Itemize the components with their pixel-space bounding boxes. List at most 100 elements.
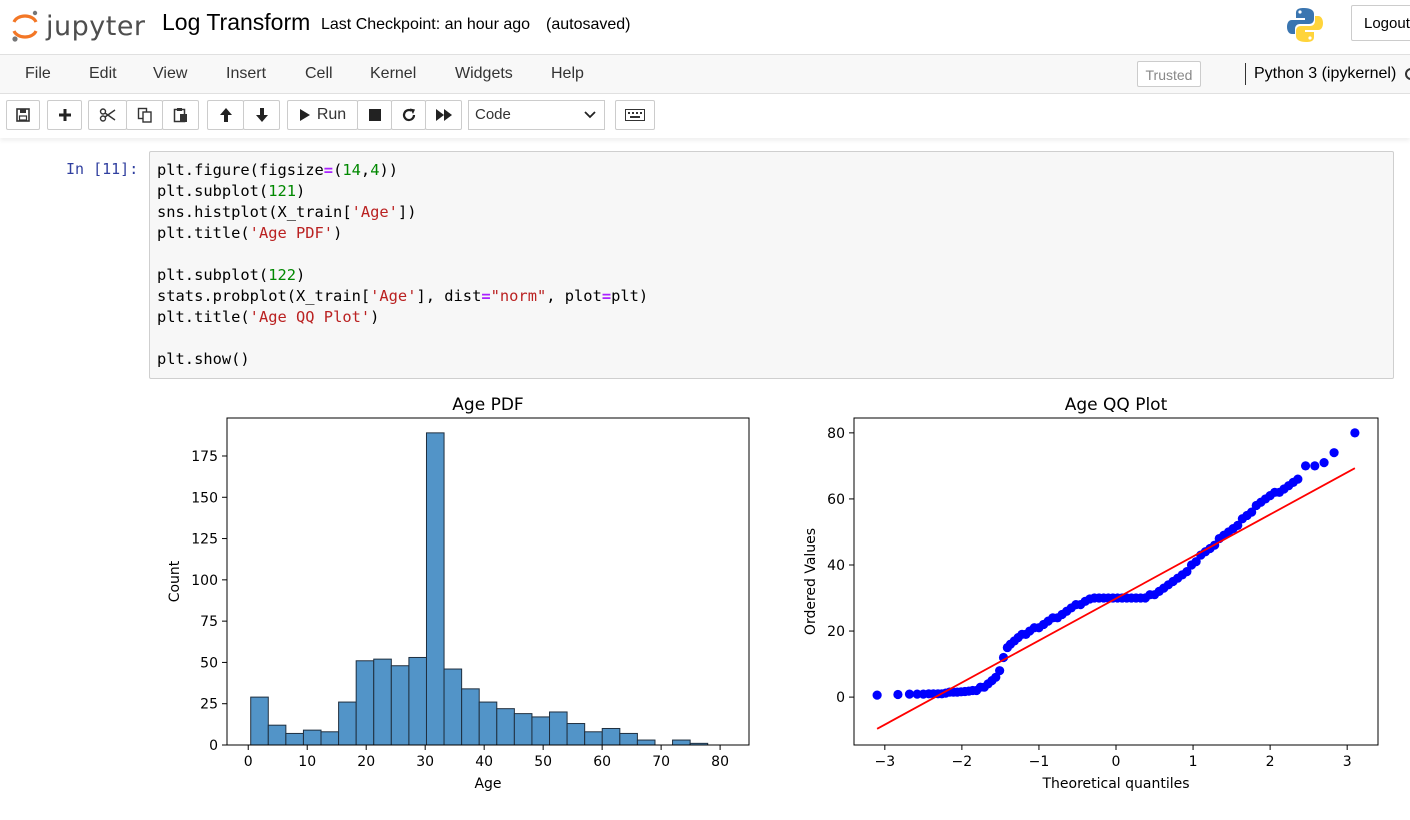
y-axis-label: Count bbox=[167, 560, 183, 602]
qq-point bbox=[1233, 520, 1243, 530]
keyboard-icon bbox=[625, 109, 645, 121]
x-tick-label: 3 bbox=[1343, 754, 1352, 770]
age-pdf-chart: 0 10 20 30 40 50 60 70 80 0 25 50 75 100 125 150 175 Age … bbox=[167, 395, 750, 792]
logout-button[interactable]: Logout bbox=[1351, 5, 1410, 41]
qq-point bbox=[1350, 428, 1360, 438]
x-axis-label: Age bbox=[474, 776, 501, 792]
code-line-1: plt.figure(figsize=(14,4)) bbox=[157, 161, 399, 179]
code-line-6: plt.subplot(122) bbox=[157, 266, 306, 284]
cell-type-value: Code bbox=[475, 106, 511, 123]
y-tick-label: 80 bbox=[827, 426, 845, 442]
move-up-button[interactable] bbox=[207, 100, 244, 130]
restart-run-all-button[interactable] bbox=[425, 100, 462, 130]
x-axis-label: Theoretical quantiles bbox=[1041, 776, 1189, 792]
histogram-bar bbox=[338, 701, 357, 746]
menu-cell[interactable]: Cell bbox=[305, 65, 333, 82]
histogram-bar bbox=[513, 713, 533, 746]
code-line-2: plt.subplot(121) bbox=[157, 182, 306, 200]
x-tick-label: 30 bbox=[416, 754, 434, 770]
x-tick-label: −1 bbox=[1029, 754, 1050, 770]
restart-icon bbox=[402, 108, 415, 122]
qq-point bbox=[904, 689, 915, 699]
x-tick-label: 0 bbox=[244, 754, 253, 770]
menu-file[interactable]: File bbox=[25, 65, 51, 82]
autosave-status: (autosaved) bbox=[546, 16, 631, 33]
menu-view[interactable]: View bbox=[153, 65, 188, 82]
x-tick-label: 60 bbox=[593, 754, 611, 770]
restart-button[interactable] bbox=[391, 100, 426, 130]
histogram-bar bbox=[320, 731, 340, 746]
move-down-button[interactable] bbox=[243, 100, 280, 130]
notebook-title[interactable]: Log Transform bbox=[162, 9, 311, 35]
histogram-bar bbox=[250, 696, 269, 746]
trusted-indicator[interactable]: Trusted bbox=[1137, 61, 1201, 87]
qq-point bbox=[995, 666, 1005, 676]
x-tick-label: 80 bbox=[711, 754, 729, 770]
jupyter-logo[interactable]: jupyter bbox=[10, 6, 146, 46]
code-line-10: plt.show() bbox=[157, 350, 250, 368]
copy-button[interactable] bbox=[126, 100, 163, 130]
y-tick-label: 100 bbox=[191, 573, 218, 589]
chart-title: Age PDF bbox=[452, 395, 523, 415]
scissors-icon bbox=[99, 108, 115, 122]
y-tick-label: 0 bbox=[836, 690, 845, 706]
x-tick-label: 1 bbox=[1189, 754, 1198, 770]
qq-point bbox=[1329, 448, 1339, 458]
code-editor[interactable]: plt.figure(figsize=(14,4)) plt.subplot(1… bbox=[149, 151, 1394, 379]
y-tick-label: 0 bbox=[209, 738, 218, 754]
y-tick-label: 20 bbox=[827, 624, 845, 640]
x-tick-label: 0 bbox=[1112, 754, 1121, 770]
y-tick-label: 60 bbox=[827, 492, 845, 508]
save-button[interactable] bbox=[6, 100, 40, 130]
histogram-bar bbox=[408, 656, 427, 746]
cut-button[interactable] bbox=[88, 100, 127, 130]
qq-point bbox=[1300, 461, 1311, 471]
menu-widgets[interactable]: Widgets bbox=[455, 65, 513, 82]
histogram-bar bbox=[549, 711, 568, 746]
menu-help[interactable]: Help bbox=[551, 65, 584, 82]
insert-cell-button[interactable] bbox=[47, 100, 82, 130]
interrupt-button[interactable] bbox=[357, 100, 392, 130]
menu-insert[interactable]: Insert bbox=[226, 65, 267, 82]
command-palette-button[interactable] bbox=[615, 100, 655, 130]
y-tick-label: 175 bbox=[191, 449, 218, 465]
age-qq-chart: −3 −2 −1 0 1 2 3 0 20 40 60 80 Age QQ Plot Theoretica… bbox=[803, 395, 1379, 792]
qq-point bbox=[893, 689, 903, 700]
y-tick-label: 40 bbox=[827, 558, 845, 574]
plot-frame bbox=[226, 417, 750, 746]
y-tick-label: 150 bbox=[191, 490, 218, 506]
python-logo-icon bbox=[1287, 8, 1323, 42]
menu-edit[interactable]: Edit bbox=[89, 65, 117, 82]
qq-point bbox=[1319, 457, 1329, 468]
histogram-bar bbox=[584, 731, 603, 746]
x-tick-label: 20 bbox=[357, 754, 375, 770]
histogram-bar bbox=[478, 701, 498, 746]
logo-text: jupyter bbox=[46, 10, 146, 42]
paste-button[interactable] bbox=[162, 100, 199, 130]
toolbar: Run Code bbox=[0, 94, 1410, 138]
kernel-name: Python 3 (ipykernel) bbox=[1254, 65, 1397, 82]
cell-type-select[interactable]: Code bbox=[468, 100, 605, 130]
histogram-bar bbox=[267, 724, 287, 746]
menu-kernel[interactable]: Kernel bbox=[370, 65, 417, 82]
chevron-down-icon bbox=[584, 101, 596, 139]
x-tick-label: 2 bbox=[1266, 754, 1275, 770]
x-tick-label: 10 bbox=[298, 754, 316, 770]
menu-bar: File Edit View Insert Cell Kernel Widget… bbox=[0, 54, 1410, 94]
checkpoint-status: Last Checkpoint: an hour ago bbox=[321, 16, 531, 33]
histogram-bar bbox=[619, 732, 638, 746]
paste-icon bbox=[173, 108, 187, 123]
y-tick-label: 50 bbox=[200, 655, 218, 671]
save-icon bbox=[16, 108, 30, 122]
histogram-bar bbox=[443, 668, 463, 746]
histogram-bar bbox=[355, 660, 375, 746]
run-button[interactable]: Run bbox=[287, 100, 358, 130]
y-tick-label: 125 bbox=[191, 532, 218, 548]
fit-line bbox=[876, 467, 1356, 730]
jupyter-logo-icon bbox=[12, 10, 38, 42]
code-line-7: stats.probplot(X_train['Age'], dist="nor… bbox=[157, 287, 649, 305]
kernel-separator bbox=[1245, 63, 1246, 85]
x-tick-label: 40 bbox=[475, 754, 493, 770]
x-tick-label: 50 bbox=[534, 754, 552, 770]
x-tick-label: −3 bbox=[875, 754, 896, 770]
